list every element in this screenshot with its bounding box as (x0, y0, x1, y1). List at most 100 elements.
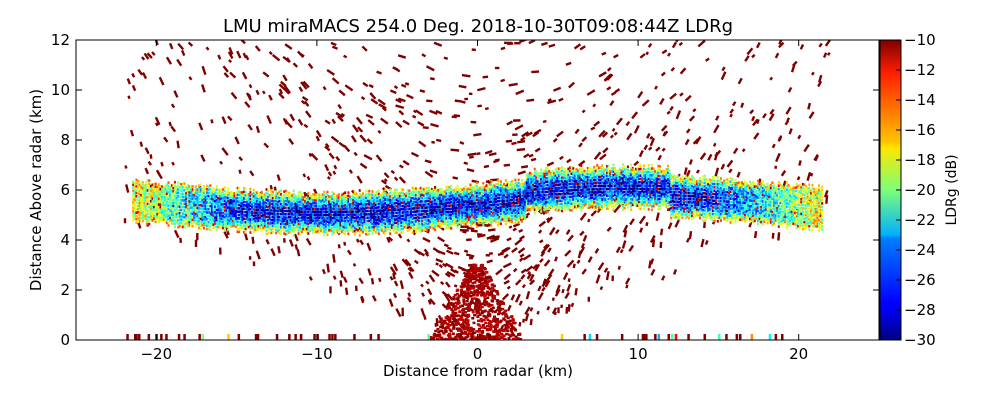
cloud-cell (363, 223, 366, 226)
noise-mark (587, 296, 591, 302)
cloud-cell (283, 203, 286, 206)
cloud-cell (132, 212, 135, 216)
cloud-cell (344, 204, 347, 207)
cloud-cell (194, 206, 197, 210)
cloud-cell (562, 176, 565, 179)
cloud-cell (225, 224, 228, 228)
cloud-cell (199, 210, 202, 214)
cloud-cell (551, 192, 554, 196)
cloud-cell (410, 205, 413, 208)
cloud-cell (485, 184, 488, 187)
cloud-cell (349, 225, 352, 229)
cloud-cell (161, 206, 164, 209)
cloud-cell (302, 195, 305, 199)
cloud-cell (427, 212, 430, 216)
noise-mark (570, 302, 575, 308)
cloud-cell (132, 198, 135, 201)
cloud-cell (174, 184, 177, 187)
cloud-cell (360, 220, 363, 224)
cloud-cell (524, 189, 527, 193)
cloud-cell (459, 193, 462, 196)
cloud-cell (553, 200, 556, 203)
cloud-cell (231, 199, 234, 203)
cloud-cell (536, 201, 539, 205)
cloud-cell (227, 225, 230, 228)
cloud-cell (210, 218, 213, 221)
cloud-cell (504, 216, 507, 219)
cloud-cell (313, 227, 316, 231)
cloud-cell (442, 207, 445, 211)
cloud-cell (296, 210, 299, 214)
cloud-cell (210, 202, 213, 206)
cloud-cell (514, 214, 517, 218)
cloud-cell (151, 183, 154, 187)
cloud-cell (520, 182, 523, 185)
noise-mark (444, 293, 451, 303)
cloud-cell (341, 199, 344, 202)
cloud-cell (360, 210, 363, 213)
cloud-cell (371, 232, 374, 235)
cloud-cell (562, 204, 565, 208)
cloud-cell (517, 194, 520, 198)
cloud-cell (143, 191, 146, 195)
cloud-cell (586, 194, 589, 197)
cloud-cell (360, 226, 363, 229)
cloud-cell (214, 194, 217, 197)
cloud-cell (315, 199, 318, 202)
cloud-cell (186, 218, 189, 222)
cloud-cell (374, 191, 377, 194)
cloud-cell (228, 191, 231, 195)
cloud-cell (345, 223, 348, 227)
cloud-cell (551, 170, 554, 173)
cloud-cell (149, 207, 152, 211)
cloud-cell (172, 201, 175, 205)
cloud-cell (202, 185, 205, 188)
noise-mark (240, 40, 246, 45)
cloud-cell (553, 174, 556, 177)
cloud-cell (194, 194, 197, 198)
cloud-cell (464, 211, 467, 215)
cloud-cell (448, 210, 451, 214)
cloud-cell (573, 202, 576, 206)
cloud-cell (344, 207, 347, 210)
cloud-cell (284, 199, 287, 203)
cloud-cell (223, 222, 226, 225)
cloud-cell (517, 217, 520, 221)
cloud-cell (533, 167, 536, 171)
cloud-cell (580, 195, 583, 199)
cloud-cell (238, 197, 241, 200)
cloud-cell (561, 169, 564, 173)
cloud-cell (341, 193, 344, 197)
cloud-cell (527, 186, 530, 189)
cloud-cell (562, 196, 565, 200)
cloud-cell (294, 223, 297, 226)
cloud-cell (553, 197, 556, 201)
cloud-cell (145, 193, 148, 196)
noise-mark (283, 238, 286, 243)
cloud-cell (506, 205, 509, 208)
cloud-cell (466, 210, 469, 214)
cloud-cell (251, 221, 254, 224)
noise-mark (506, 285, 511, 290)
cloud-cell (193, 193, 196, 197)
cloud-cell (227, 209, 230, 213)
cloud-cell (169, 191, 172, 195)
cloud-cell (153, 214, 156, 218)
cloud-cell (236, 186, 239, 190)
cloud-cell (257, 208, 260, 212)
cloud-cell (506, 184, 509, 187)
cloud-cell (271, 221, 274, 225)
cloud-cell (212, 214, 215, 217)
cloud-cell (474, 196, 477, 199)
cloud-cell (358, 192, 361, 196)
cloud-cell (562, 186, 565, 190)
noise-mark (500, 78, 506, 83)
cloud-cell (363, 210, 366, 213)
cloud-cell (427, 215, 430, 219)
cloud-cell (193, 198, 196, 202)
cloud-cell (524, 206, 527, 209)
cloud-cell (243, 231, 246, 234)
cloud-cell (180, 221, 183, 225)
cloud-cell (299, 203, 302, 207)
cloud-cell (485, 192, 488, 196)
